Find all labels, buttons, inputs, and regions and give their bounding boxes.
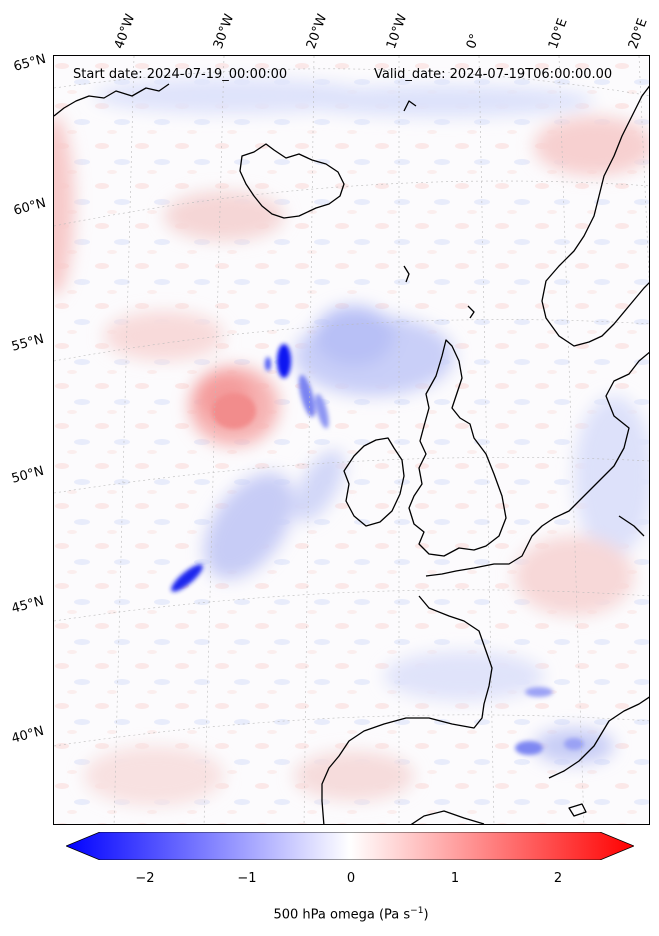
lat-label-65n: 65°N <box>12 51 48 75</box>
colorbar-label-text: 500 hPa omega (Pa s <box>273 907 411 923</box>
colorbar-label-exp: −1 <box>410 906 424 916</box>
lon-label-20w: 20°W <box>303 12 331 51</box>
start-date-label: Start date: 2024-07-19_00:00:00 <box>73 67 288 82</box>
colorbar-tick-m2: −2 <box>135 871 155 886</box>
lon-label-40w: 40°W <box>111 12 139 51</box>
omega-anomalies-broad <box>54 78 649 806</box>
colorbar-label-end: ) <box>423 907 429 923</box>
lon-label-10e: 10°E <box>545 16 571 51</box>
lat-label-60n: 60°N <box>12 195 48 219</box>
great-britain-coast <box>408 339 507 557</box>
graticule <box>54 56 649 824</box>
colorbar-tick-1: 1 <box>450 871 460 886</box>
lon-label-10w: 10°W <box>383 12 411 51</box>
norway-coast <box>541 85 649 347</box>
colorbar-label: 500 hPa omega (Pa s−1) <box>273 906 428 922</box>
colorbar <box>66 832 634 860</box>
colorbar-tick-m1: −1 <box>237 871 257 886</box>
colorbar-tick-0: 0 <box>346 871 356 886</box>
lat-label-50n: 50°N <box>10 463 46 487</box>
background-field <box>54 56 649 824</box>
lat-label-55n: 55°N <box>10 331 46 355</box>
lat-label-45n: 45°N <box>10 593 46 617</box>
iberia-coast <box>321 595 493 824</box>
lon-label-30w: 30°W <box>210 12 238 51</box>
iceland-coast <box>239 143 345 219</box>
coastlines <box>54 83 649 824</box>
colorbar-tick-2: 2 <box>553 871 563 886</box>
ireland-coast <box>343 437 405 527</box>
lon-label-20e: 20°E <box>625 16 651 51</box>
continental-coast <box>425 351 649 577</box>
omega-field-map <box>54 56 649 824</box>
lon-label-0: 0° <box>463 31 484 51</box>
valid-date-label: Valid_date: 2024-07-19T06:00:00.00 <box>374 67 613 82</box>
omega-anomalies-sharp <box>171 344 584 755</box>
map-panel <box>53 55 650 825</box>
lat-label-40n: 40°N <box>10 723 46 747</box>
colorbar-gradient <box>66 832 634 860</box>
